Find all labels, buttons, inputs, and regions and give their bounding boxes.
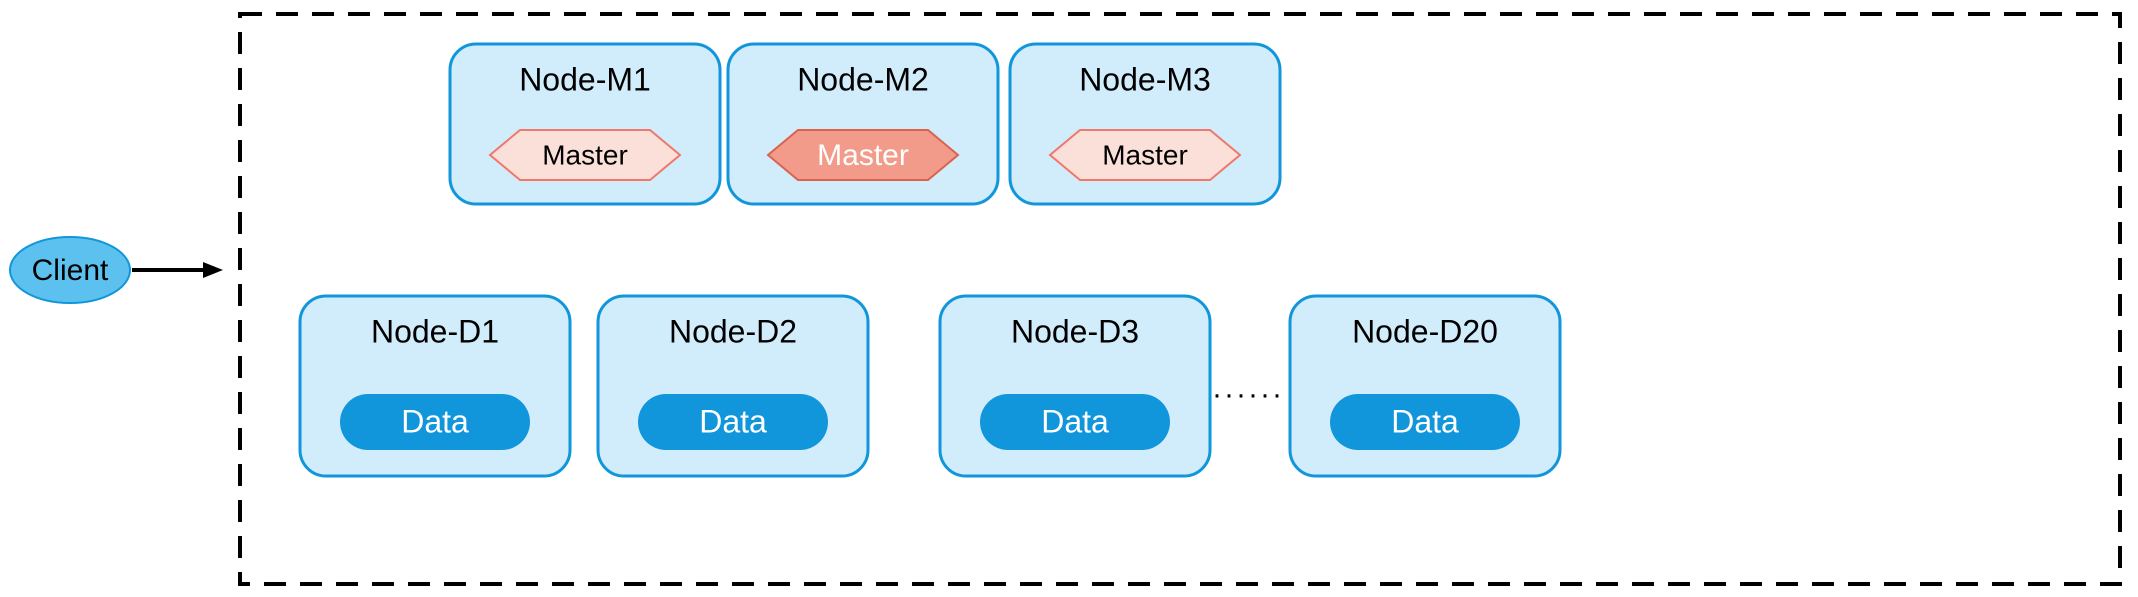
master-badge-label-2: Master (817, 139, 909, 172)
data-node-3-title: Node-D3 (1011, 313, 1139, 349)
data-node-1-title: Node-D1 (371, 313, 499, 349)
data-node-4: Node-D20 Data (1290, 296, 1560, 476)
master-node-3-title: Node-M3 (1079, 61, 1211, 97)
ellipsis: ······ (1212, 378, 1284, 411)
master-node-2-title: Node-M2 (797, 61, 929, 97)
client-node: Client (10, 237, 130, 303)
client-arrow (132, 262, 223, 278)
master-node-1: Node-M1 Master (450, 44, 720, 204)
data-badge-label-2: Data (699, 403, 767, 439)
master-node-1-title: Node-M1 (519, 61, 651, 97)
data-node-4-title: Node-D20 (1352, 313, 1498, 349)
data-badge-label-4: Data (1391, 403, 1459, 439)
data-node-2-title: Node-D2 (669, 313, 797, 349)
data-badge-label-3: Data (1041, 403, 1109, 439)
data-badge-label-1: Data (401, 403, 469, 439)
master-badge-label-3: Master (1102, 139, 1188, 170)
data-node-1: Node-D1 Data (300, 296, 570, 476)
data-node-3: Node-D3 Data (940, 296, 1210, 476)
data-node-2: Node-D2 Data (598, 296, 868, 476)
client-label: Client (32, 254, 109, 287)
master-node-2: Node-M2 Master (728, 44, 998, 204)
master-badge-label-1: Master (542, 139, 628, 170)
master-node-3: Node-M3 Master (1010, 44, 1280, 204)
